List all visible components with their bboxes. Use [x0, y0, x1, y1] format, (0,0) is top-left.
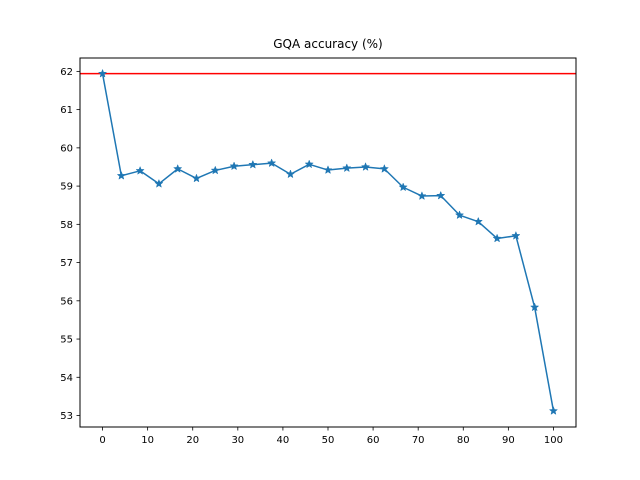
- data-point: [360, 162, 371, 171]
- data-point: [154, 178, 164, 188]
- data-point: [454, 210, 465, 220]
- data-point: [97, 68, 108, 78]
- y-tick-label: 55: [60, 335, 73, 346]
- data-point: [116, 170, 127, 180]
- y-tick-label: 53: [60, 411, 73, 422]
- data-point: [417, 191, 427, 201]
- x-tick-label: 80: [457, 435, 470, 446]
- data-point: [135, 165, 145, 175]
- y-tick-label: 61: [60, 105, 73, 116]
- data-point: [492, 233, 502, 243]
- x-tick-label: 30: [231, 435, 244, 446]
- data-point: [473, 216, 483, 226]
- y-tick-label: 60: [60, 143, 73, 154]
- data-point: [304, 159, 314, 169]
- y-axis: 53 54 55 56 57 58 59 60 61 62: [60, 67, 80, 422]
- y-tick-label: 62: [60, 67, 73, 78]
- data-point: [191, 173, 202, 183]
- data-point: [379, 163, 390, 173]
- y-tick-label: 59: [60, 182, 73, 193]
- x-tick-label: 90: [502, 435, 515, 446]
- plot-area: [80, 68, 576, 415]
- x-tick-label: 0: [99, 435, 105, 446]
- y-tick-label: 54: [60, 373, 73, 384]
- data-point: [398, 182, 408, 192]
- y-tick-label: 58: [60, 220, 73, 231]
- x-tick-label: 50: [322, 435, 335, 446]
- y-tick-label: 56: [60, 296, 73, 307]
- data-point: [229, 161, 239, 171]
- data-point: [548, 406, 559, 415]
- x-tick-label: 40: [277, 435, 290, 446]
- y-tick-label: 57: [60, 258, 73, 269]
- data-point: [285, 169, 296, 179]
- x-tick-label: 100: [544, 435, 563, 446]
- chart-title: GQA accuracy (%): [273, 37, 383, 51]
- series-line: [101, 73, 555, 412]
- data-point: [210, 165, 220, 175]
- x-tick-label: 60: [367, 435, 380, 446]
- data-point: [323, 165, 333, 175]
- data-point: [266, 158, 277, 168]
- x-tick-label: 70: [412, 435, 425, 446]
- axes-frame: [79, 57, 577, 428]
- data-point: [529, 302, 540, 312]
- x-axis: 0 10 20 30 40 50 60 70 80 90 100: [99, 427, 563, 446]
- data-point: [436, 190, 446, 200]
- x-tick-label: 10: [141, 435, 154, 446]
- data-point: [248, 159, 258, 169]
- data-point: [342, 163, 352, 173]
- x-tick-label: 20: [186, 435, 199, 446]
- data-point: [173, 163, 183, 173]
- data-point: [511, 230, 521, 240]
